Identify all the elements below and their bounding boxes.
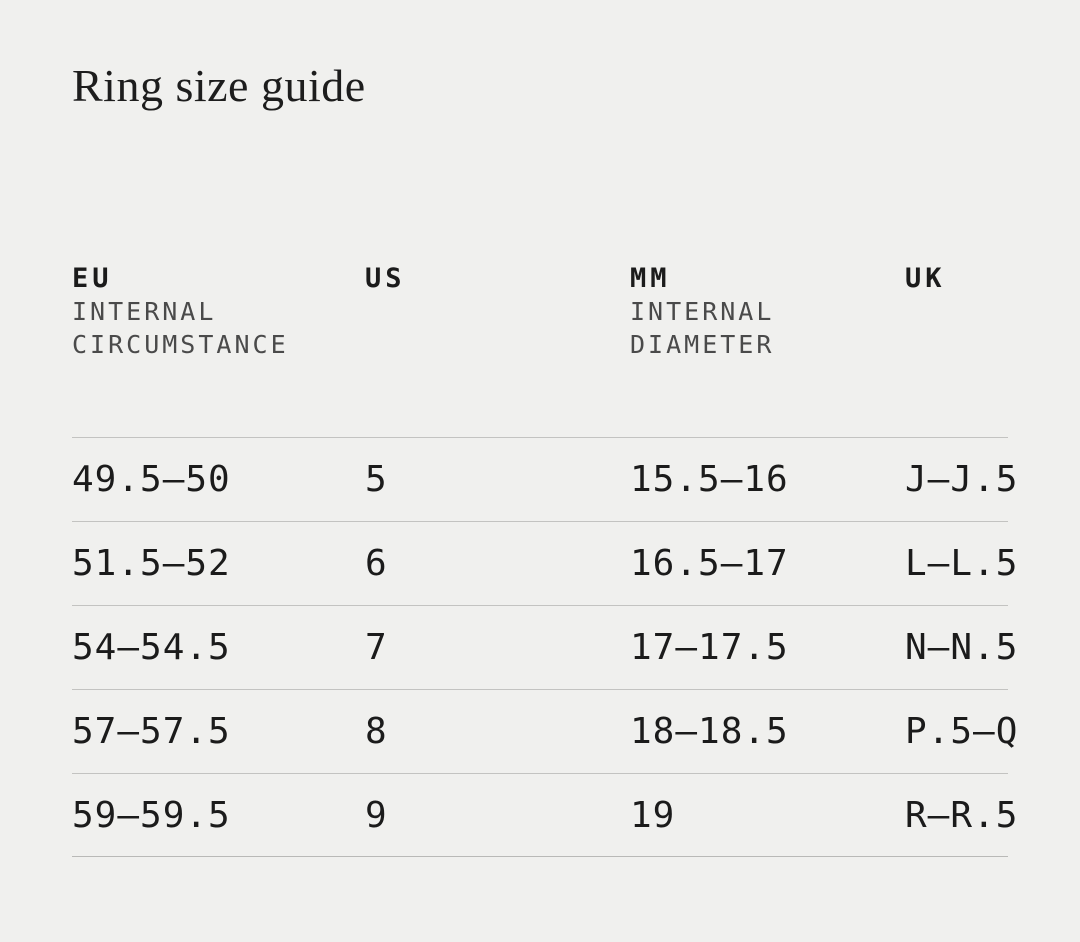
cell-us: 6 bbox=[365, 543, 388, 584]
table-row: 57—57.5 8 18—18.5 P.5—Q bbox=[72, 689, 1017, 773]
cell-eu: 49.5—50 bbox=[72, 459, 231, 500]
cell-mm: 15.5—16 bbox=[630, 459, 789, 500]
cell-us: 9 bbox=[365, 794, 388, 836]
cell-mm: 16.5—17 bbox=[630, 543, 789, 584]
column-header-label: MM bbox=[630, 263, 671, 294]
cell-uk: R—R.5 bbox=[905, 794, 1019, 836]
column-header-label: EU bbox=[72, 263, 113, 294]
cell-eu: 57—57.5 bbox=[72, 711, 231, 752]
table-row: 51.5—52 6 16.5—17 L—L.5 bbox=[72, 521, 1017, 605]
column-header-sublabel: INTERNAL DIAMETER bbox=[630, 297, 775, 359]
cell-mm: 17—17.5 bbox=[630, 627, 789, 668]
cell-uk: J—J.5 bbox=[905, 459, 1019, 500]
cell-eu: 54—54.5 bbox=[72, 627, 231, 668]
cell-mm: 18—18.5 bbox=[630, 711, 789, 752]
column-header-sublabel: INTERNAL CIRCUMSTANCE bbox=[72, 297, 289, 359]
page-title: Ring size guide bbox=[72, 60, 366, 111]
table-row: 59—59.5 9 19 R—R.5 bbox=[72, 773, 1017, 857]
column-header-us: US bbox=[365, 262, 630, 361]
column-header-label: US bbox=[365, 263, 406, 294]
cell-eu: 59—59.5 bbox=[72, 794, 231, 836]
table-row: 54—54.5 7 17—17.5 N—N.5 bbox=[72, 605, 1017, 689]
column-header-label: UK bbox=[905, 263, 946, 294]
cell-uk: L—L.5 bbox=[905, 543, 1019, 584]
table-row: 49.5—50 5 15.5—16 J—J.5 bbox=[72, 437, 1017, 521]
ring-size-table: EU INTERNAL CIRCUMSTANCE US MM INTERNAL … bbox=[72, 262, 1017, 857]
table-header-row: EU INTERNAL CIRCUMSTANCE US MM INTERNAL … bbox=[72, 262, 1008, 361]
cell-uk: P.5—Q bbox=[905, 711, 1019, 752]
column-header-uk: UK bbox=[905, 262, 1008, 361]
column-header-eu: EU INTERNAL CIRCUMSTANCE bbox=[72, 262, 365, 361]
cell-us: 5 bbox=[365, 459, 388, 500]
cell-us: 8 bbox=[365, 711, 388, 752]
cell-us: 7 bbox=[365, 627, 388, 668]
cell-eu: 51.5—52 bbox=[72, 543, 231, 584]
column-header-mm: MM INTERNAL DIAMETER bbox=[630, 262, 905, 361]
cell-uk: N—N.5 bbox=[905, 627, 1019, 668]
cell-mm: 19 bbox=[630, 794, 676, 836]
table-body: 49.5—50 5 15.5—16 J—J.5 51.5—52 6 16.5—1… bbox=[72, 437, 1017, 857]
